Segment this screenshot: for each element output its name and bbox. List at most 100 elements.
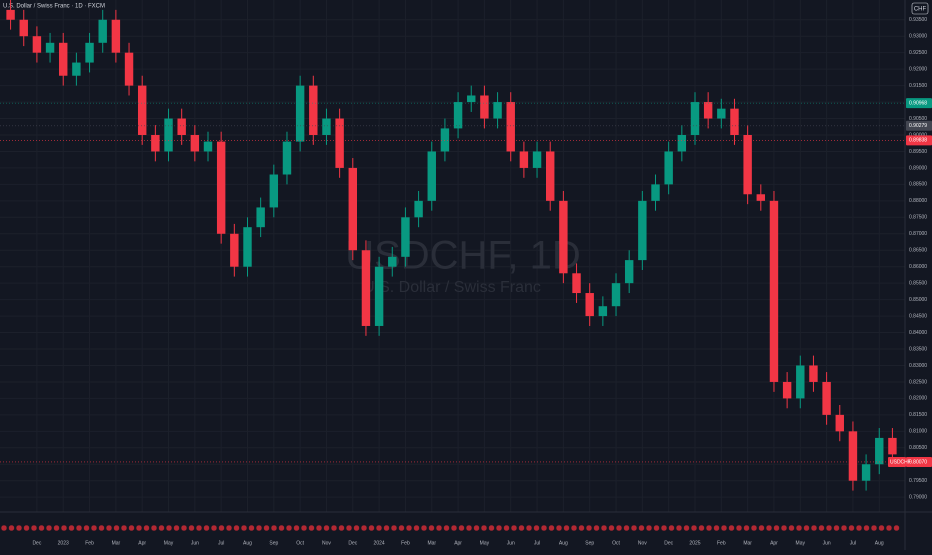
event-badge[interactable] xyxy=(563,524,570,532)
event-badge[interactable] xyxy=(878,524,885,532)
event-badge[interactable] xyxy=(150,524,158,532)
event-badge[interactable] xyxy=(300,524,308,532)
event-badge[interactable] xyxy=(810,524,818,532)
event-badge[interactable] xyxy=(248,524,255,532)
event-badge[interactable] xyxy=(780,524,788,532)
event-badge[interactable] xyxy=(143,524,150,532)
event-badge[interactable] xyxy=(773,524,780,532)
event-badge[interactable] xyxy=(593,524,600,532)
event-badge[interactable] xyxy=(615,524,623,532)
event-badge[interactable] xyxy=(180,524,188,532)
event-badge[interactable] xyxy=(195,524,203,532)
event-badge[interactable] xyxy=(420,524,428,532)
event-badge[interactable] xyxy=(825,524,833,532)
event-badge[interactable] xyxy=(578,524,585,532)
event-badge[interactable] xyxy=(308,524,315,532)
event-badge[interactable] xyxy=(233,524,240,532)
event-badge[interactable] xyxy=(315,524,323,532)
event-badge[interactable] xyxy=(503,524,510,532)
event-badge[interactable] xyxy=(428,524,435,532)
event-badge[interactable] xyxy=(555,524,563,532)
event-badge[interactable] xyxy=(840,524,848,532)
event-badge[interactable] xyxy=(465,524,473,532)
event-badge[interactable] xyxy=(525,524,533,532)
event-badge[interactable] xyxy=(480,524,488,532)
event-badge[interactable] xyxy=(218,524,225,532)
event-badge[interactable] xyxy=(30,524,38,532)
event-badge[interactable] xyxy=(600,524,608,532)
currency-button[interactable] xyxy=(911,2,929,15)
event-badge[interactable] xyxy=(788,524,795,532)
event-badge[interactable] xyxy=(120,524,128,532)
event-badge[interactable] xyxy=(458,524,465,532)
event-badge[interactable] xyxy=(585,524,593,532)
event-badge[interactable] xyxy=(660,524,668,532)
event-badge[interactable] xyxy=(728,524,735,532)
event-badge[interactable] xyxy=(750,524,758,532)
event-badge[interactable] xyxy=(638,524,645,532)
event-badge[interactable] xyxy=(113,524,120,532)
event-badge[interactable] xyxy=(713,524,720,532)
event-badge[interactable] xyxy=(803,524,810,532)
event-badge[interactable] xyxy=(698,524,705,532)
event-badge[interactable] xyxy=(540,524,548,532)
event-badge[interactable] xyxy=(60,524,68,532)
event-badge[interactable] xyxy=(533,524,540,532)
event-badge[interactable] xyxy=(450,524,458,532)
event-badge[interactable] xyxy=(855,524,863,532)
event-badge[interactable] xyxy=(818,524,825,532)
event-badge[interactable] xyxy=(743,524,750,532)
event-badge[interactable] xyxy=(353,524,360,532)
event-badge[interactable] xyxy=(285,524,293,532)
event-badge[interactable] xyxy=(135,524,143,532)
event-badge[interactable] xyxy=(165,524,173,532)
event-badge[interactable] xyxy=(15,524,23,532)
event-badge[interactable] xyxy=(210,524,218,532)
event-badge[interactable] xyxy=(720,524,728,532)
event-badge[interactable] xyxy=(893,524,900,532)
event-badge[interactable] xyxy=(23,524,30,532)
event-badge[interactable] xyxy=(630,524,638,532)
event-badge[interactable] xyxy=(105,524,113,532)
event-badge[interactable] xyxy=(735,524,743,532)
event-badge[interactable] xyxy=(293,524,300,532)
event-badge[interactable] xyxy=(705,524,713,532)
event-badge[interactable] xyxy=(128,524,135,532)
event-badge[interactable] xyxy=(863,524,870,532)
event-badge[interactable] xyxy=(345,524,353,532)
event-badge[interactable] xyxy=(360,524,368,532)
event-badge[interactable] xyxy=(548,524,555,532)
event-badge[interactable] xyxy=(653,524,660,532)
event-badge[interactable] xyxy=(473,524,480,532)
event-badge[interactable] xyxy=(390,524,398,532)
event-badge[interactable] xyxy=(270,524,278,532)
event-badge[interactable] xyxy=(173,524,180,532)
event-badge[interactable] xyxy=(98,524,105,532)
event-badge[interactable] xyxy=(645,524,653,532)
event-badge[interactable] xyxy=(398,524,405,532)
event-badge[interactable] xyxy=(690,524,698,532)
event-badge[interactable] xyxy=(570,524,578,532)
event-badge[interactable] xyxy=(683,524,690,532)
event-badge[interactable] xyxy=(75,524,83,532)
event-badge[interactable] xyxy=(885,524,893,532)
event-badge[interactable] xyxy=(323,524,330,532)
event-badge[interactable] xyxy=(675,524,683,532)
event-badge[interactable] xyxy=(0,524,8,532)
event-badge[interactable] xyxy=(668,524,675,532)
event-badge[interactable] xyxy=(90,524,98,532)
event-badge[interactable] xyxy=(435,524,443,532)
event-badge[interactable] xyxy=(368,524,375,532)
event-badge[interactable] xyxy=(405,524,413,532)
event-badge[interactable] xyxy=(68,524,75,532)
event-badge[interactable] xyxy=(488,524,495,532)
event-badge[interactable] xyxy=(608,524,615,532)
event-badge[interactable] xyxy=(833,524,840,532)
event-badge[interactable] xyxy=(518,524,525,532)
event-badge[interactable] xyxy=(38,524,45,532)
event-badge[interactable] xyxy=(795,524,803,532)
event-badge[interactable] xyxy=(870,524,878,532)
event-badge[interactable] xyxy=(375,524,383,532)
event-badge[interactable] xyxy=(263,524,270,532)
event-badge[interactable] xyxy=(765,524,773,532)
